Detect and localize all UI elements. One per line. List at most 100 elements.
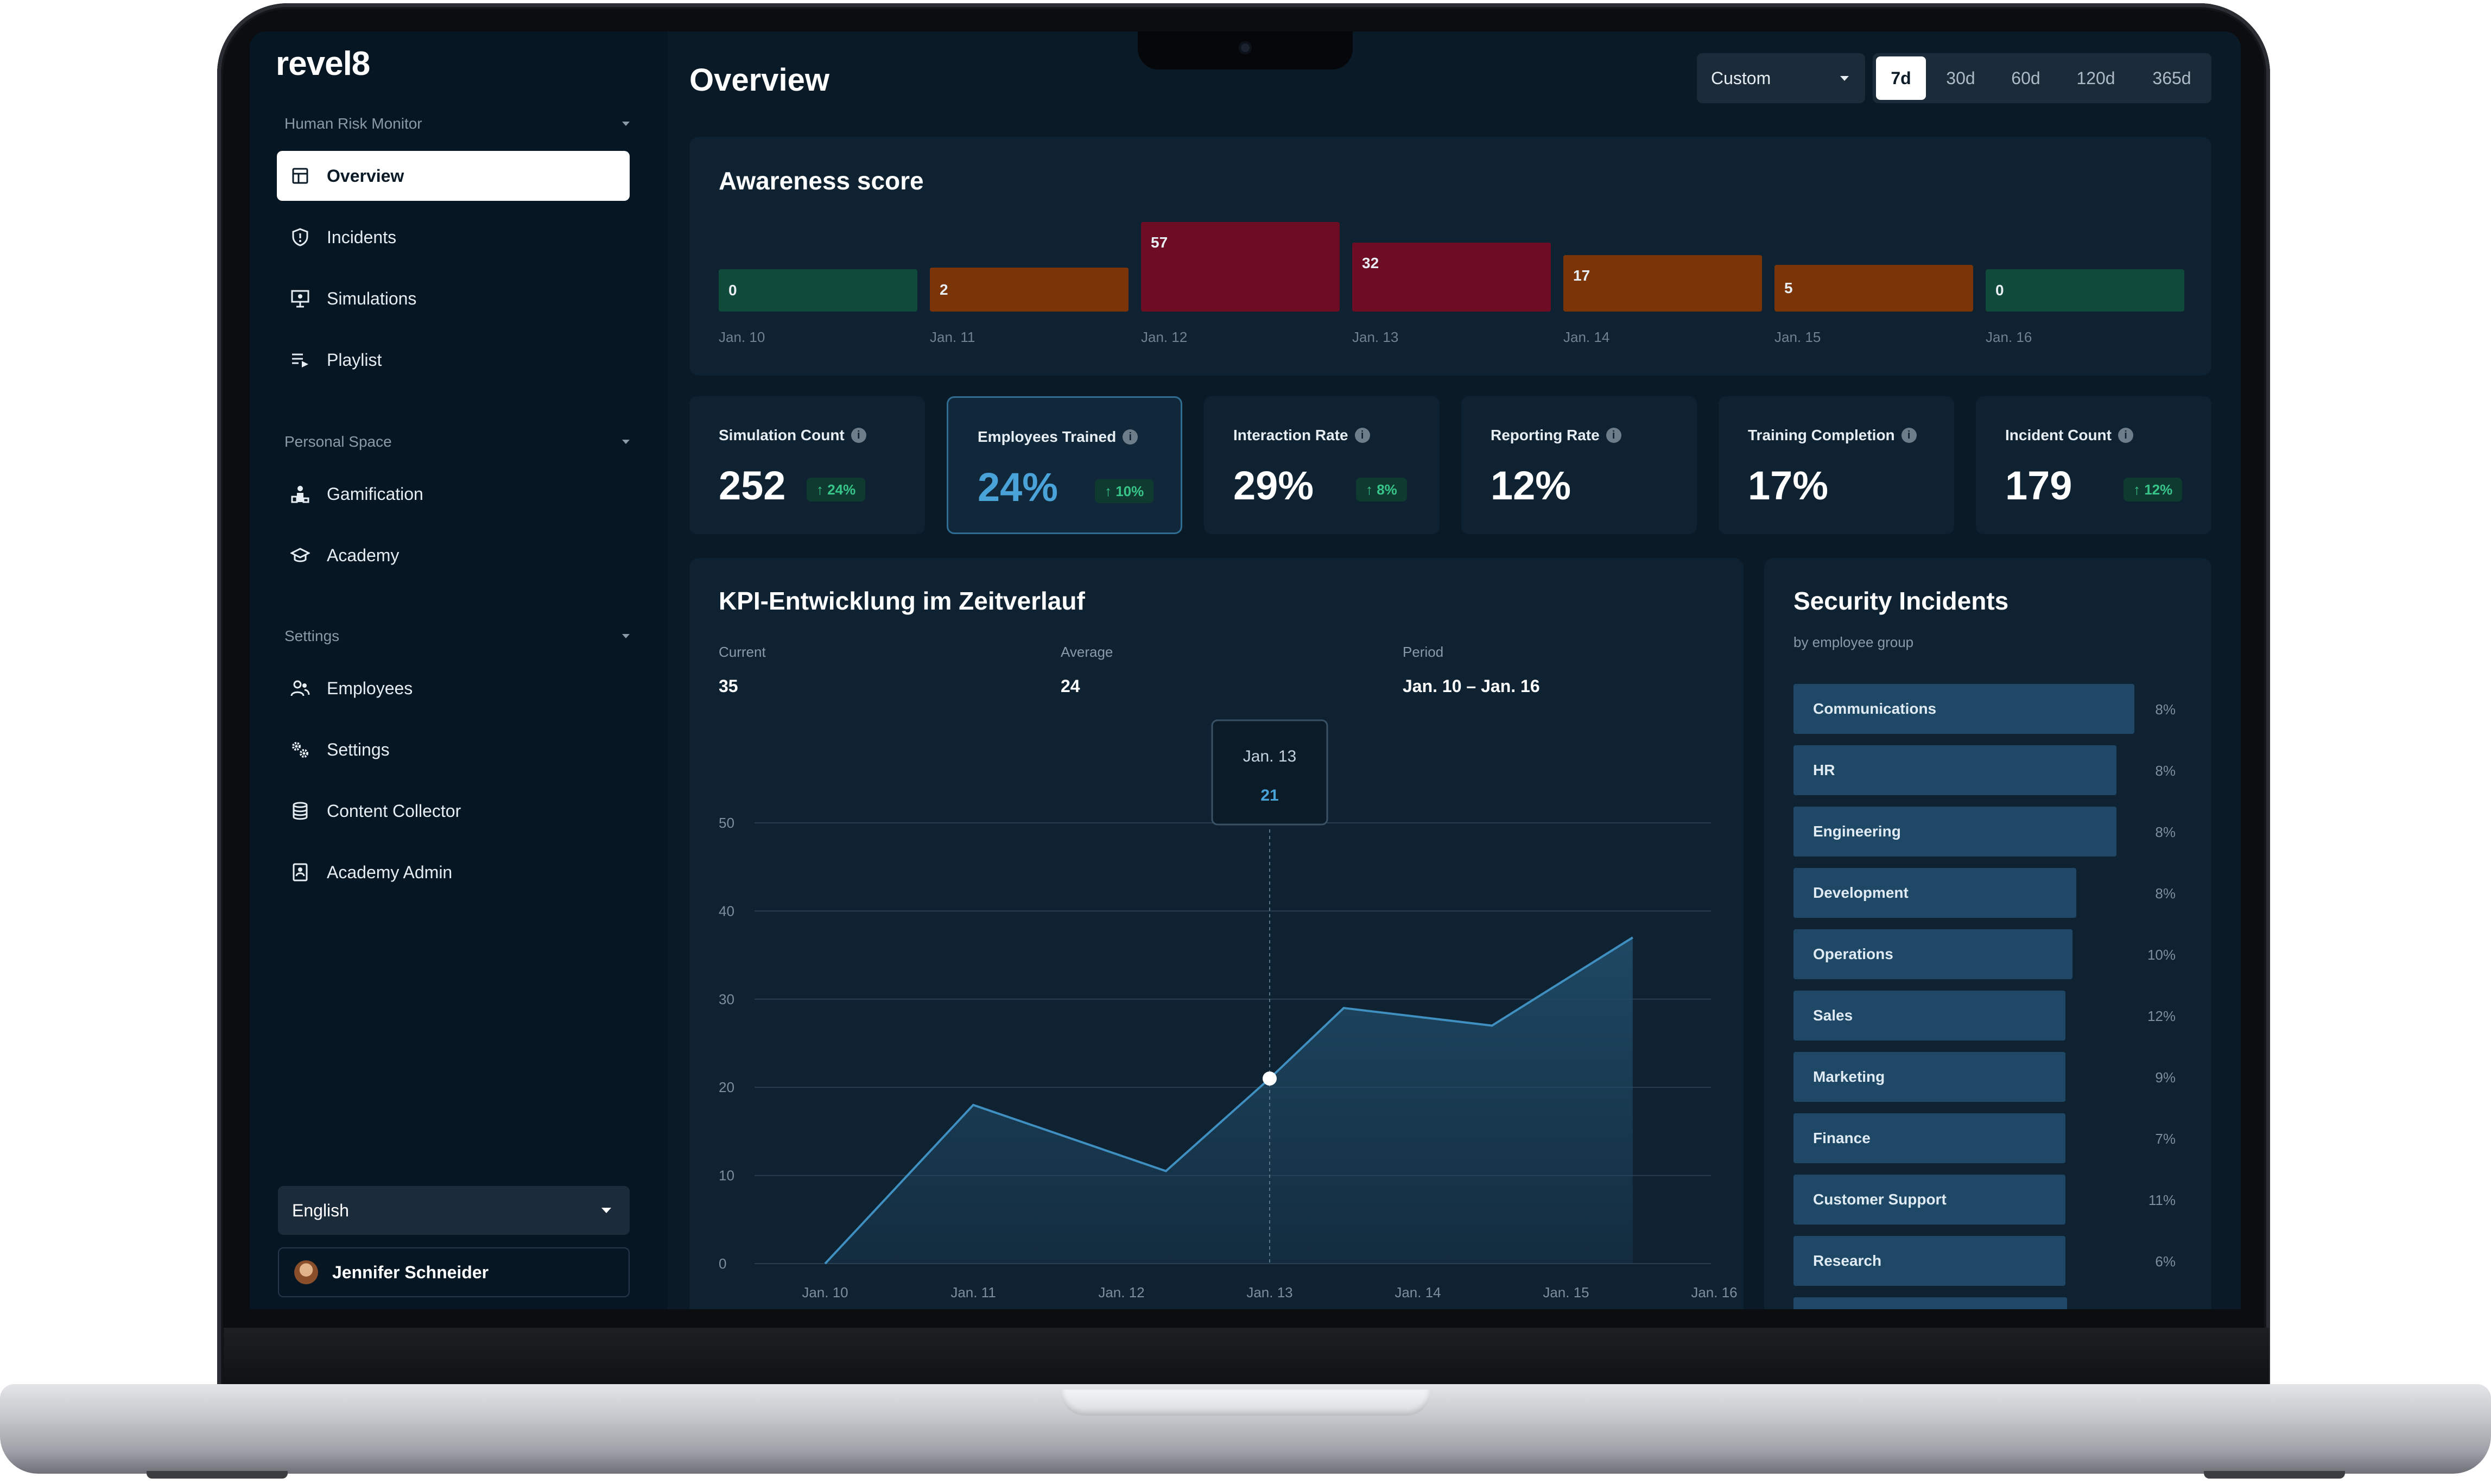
kpi-title: Interaction Rate [1233, 427, 1348, 443]
app-logo[interactable]: revel8 [276, 45, 370, 83]
podium-icon [290, 484, 310, 504]
sidebar-item-settings[interactable]: Settings [277, 725, 630, 775]
y-tick-label: 50 [719, 815, 734, 831]
sidebar-item-gamification[interactable]: Gamification [277, 469, 630, 519]
incident-group-bar[interactable]: Engineering [1793, 807, 2116, 857]
kpi-trend-badge: ↑ 10% [1095, 479, 1154, 503]
range-option-120d[interactable]: 120d [2076, 68, 2115, 88]
range-option-7d[interactable]: 7d [1876, 56, 1926, 100]
range-option-365d[interactable]: 365d [2152, 68, 2191, 88]
incident-group-label: Development [1813, 884, 1909, 901]
kpi-title: Employees Trained [978, 428, 1117, 445]
awareness-bar[interactable]: 5 [1774, 265, 1973, 312]
info-icon[interactable]: i [1123, 429, 1138, 445]
range-option-60d[interactable]: 60d [2011, 68, 2040, 88]
kpi-card[interactable]: Training Completion i 17% [1719, 396, 1954, 534]
awareness-bar-value: 5 [1784, 280, 1793, 296]
awareness-bar[interactable]: 17 [1563, 255, 1762, 312]
awareness-bar[interactable]: 57 [1141, 222, 1340, 312]
incident-group-percent: 6% [2155, 1253, 2176, 1270]
user-profile-button[interactable]: Jennifer Schneider [278, 1247, 630, 1297]
kpi-title: Reporting Rate [1491, 427, 1600, 443]
kpi-value: 24% [978, 465, 1058, 510]
incident-group-bar[interactable]: Sales [1793, 991, 2065, 1041]
incident-group-bar[interactable]: Research [1793, 1236, 2065, 1286]
incident-group-label: Sales [1813, 1007, 1853, 1024]
language-select[interactable]: English [278, 1186, 630, 1235]
kpi-card-header: Incident Count i [2005, 427, 2133, 444]
user-name: Jennifer Schneider [332, 1262, 489, 1282]
awareness-bar[interactable]: 2 [930, 268, 1129, 312]
incident-group-percent: 12% [2147, 1008, 2176, 1024]
series-area [825, 937, 1633, 1264]
awareness-date-label: Jan. 15 [1774, 329, 1821, 345]
y-tick-label: 0 [719, 1255, 726, 1272]
stat-period-label: Period [1403, 644, 1444, 660]
sidebar-item-label: Playlist [327, 350, 382, 370]
highlight-point[interactable] [1263, 1071, 1277, 1086]
info-icon[interactable]: i [2118, 428, 2133, 443]
kpi-card[interactable]: Simulation Count i 252 ↑ 24% [689, 396, 925, 534]
playlist-icon [290, 350, 310, 370]
users-icon [290, 678, 310, 699]
sidebar-item-simulations[interactable]: Simulations [277, 274, 630, 324]
kpi-line-chart: 0 10 20 30 40 50 Jan. 10 Jan. 11 Jan. 12 Jan. 13 J… [719, 719, 1738, 1301]
sidebar-item-playlist[interactable]: Playlist [277, 335, 630, 385]
laptop-opening-lip [1061, 1390, 1430, 1416]
incident-group-label: Operations [1813, 946, 1893, 962]
info-icon[interactable]: i [1606, 428, 1621, 443]
language-select-value: English [292, 1200, 349, 1220]
kpi-card-header: Training Completion i [1748, 427, 1917, 444]
incident-group-bar[interactable]: HR [1793, 745, 2116, 795]
incident-group-bar[interactable]: Communications [1793, 684, 2134, 734]
kpi-card[interactable]: Interaction Rate i 29% ↑ 8% [1204, 396, 1440, 534]
y-tick-label: 20 [719, 1079, 734, 1095]
x-tick-label: Jan. 15 [1543, 1284, 1589, 1301]
incident-group-bar[interactable]: Development [1793, 868, 2076, 918]
sidebar-item-academy-admin[interactable]: Academy Admin [277, 847, 630, 897]
sidebar-item-employees[interactable]: Employees [277, 663, 630, 713]
incident-group-bar[interactable]: Marketing [1793, 1052, 2065, 1102]
incident-group-percent: 10% [2147, 947, 2176, 963]
info-icon[interactable]: i [1354, 428, 1370, 443]
awareness-date-label: Jan. 12 [1141, 329, 1188, 345]
awareness-score-panel: Awareness score 0 Jan. 10 2 Jan. 11 57 Jan. 1… [689, 137, 2211, 376]
incident-group-label: HR [1813, 762, 1835, 778]
sidebar-item-academy[interactable]: Academy [277, 530, 630, 580]
sidebar-item-label: Settings [327, 739, 390, 759]
sidebar-item-overview[interactable]: Overview [277, 151, 630, 201]
info-icon[interactable]: i [1901, 428, 1917, 443]
range-option-30d[interactable]: 30d [1946, 68, 1975, 88]
awareness-bar[interactable]: 0 [1986, 269, 2184, 312]
collapse-caret-icon[interactable] [622, 122, 630, 126]
kpi-card[interactable]: Employees Trained i 24% ↑ 10% [947, 396, 1182, 534]
collapse-caret-icon[interactable] [622, 634, 630, 638]
x-tick-label: Jan. 10 [802, 1284, 848, 1301]
incident-group-bar[interactable] [1793, 1297, 2067, 1309]
kpi-value: 179 [2005, 463, 2072, 508]
x-tick-label: Jan. 14 [1395, 1284, 1441, 1301]
awareness-bar[interactable]: 0 [719, 269, 917, 312]
app-screen: revel8 Human Risk Monitor Overview Incid… [250, 31, 2241, 1309]
sidebar-item-content-collector[interactable]: Content Collector [277, 786, 630, 836]
info-icon[interactable]: i [851, 428, 866, 443]
kpi-card-header: Reporting Rate i [1491, 427, 1621, 444]
collapse-caret-icon[interactable] [622, 440, 630, 444]
date-range-select[interactable]: Custom [1697, 53, 1865, 103]
incident-group-percent: 11% [2148, 1192, 2176, 1208]
incident-group-bar[interactable]: Finance [1793, 1113, 2065, 1163]
incident-group-bar[interactable]: Operations [1793, 929, 2072, 979]
incident-group-percent: 8% [2155, 824, 2176, 840]
incident-group-bar[interactable]: Customer Support [1793, 1175, 2065, 1225]
incident-group-percent: 8% [2155, 885, 2176, 902]
camera-icon [1239, 41, 1252, 54]
kpi-card[interactable]: Incident Count i 179 ↑ 12% [1976, 396, 2211, 534]
sidebar-item-incidents[interactable]: Incidents [277, 212, 630, 262]
y-tick-label: 40 [719, 903, 734, 919]
kpi-card[interactable]: Reporting Rate i 12% [1461, 396, 1697, 534]
stat-average-value: 24 [1061, 676, 1080, 696]
sidebar-item-label: Simulations [327, 288, 417, 308]
layout-grid-icon [290, 166, 310, 186]
awareness-bar[interactable]: 32 [1352, 243, 1551, 312]
y-tick-label: 30 [719, 991, 734, 1007]
